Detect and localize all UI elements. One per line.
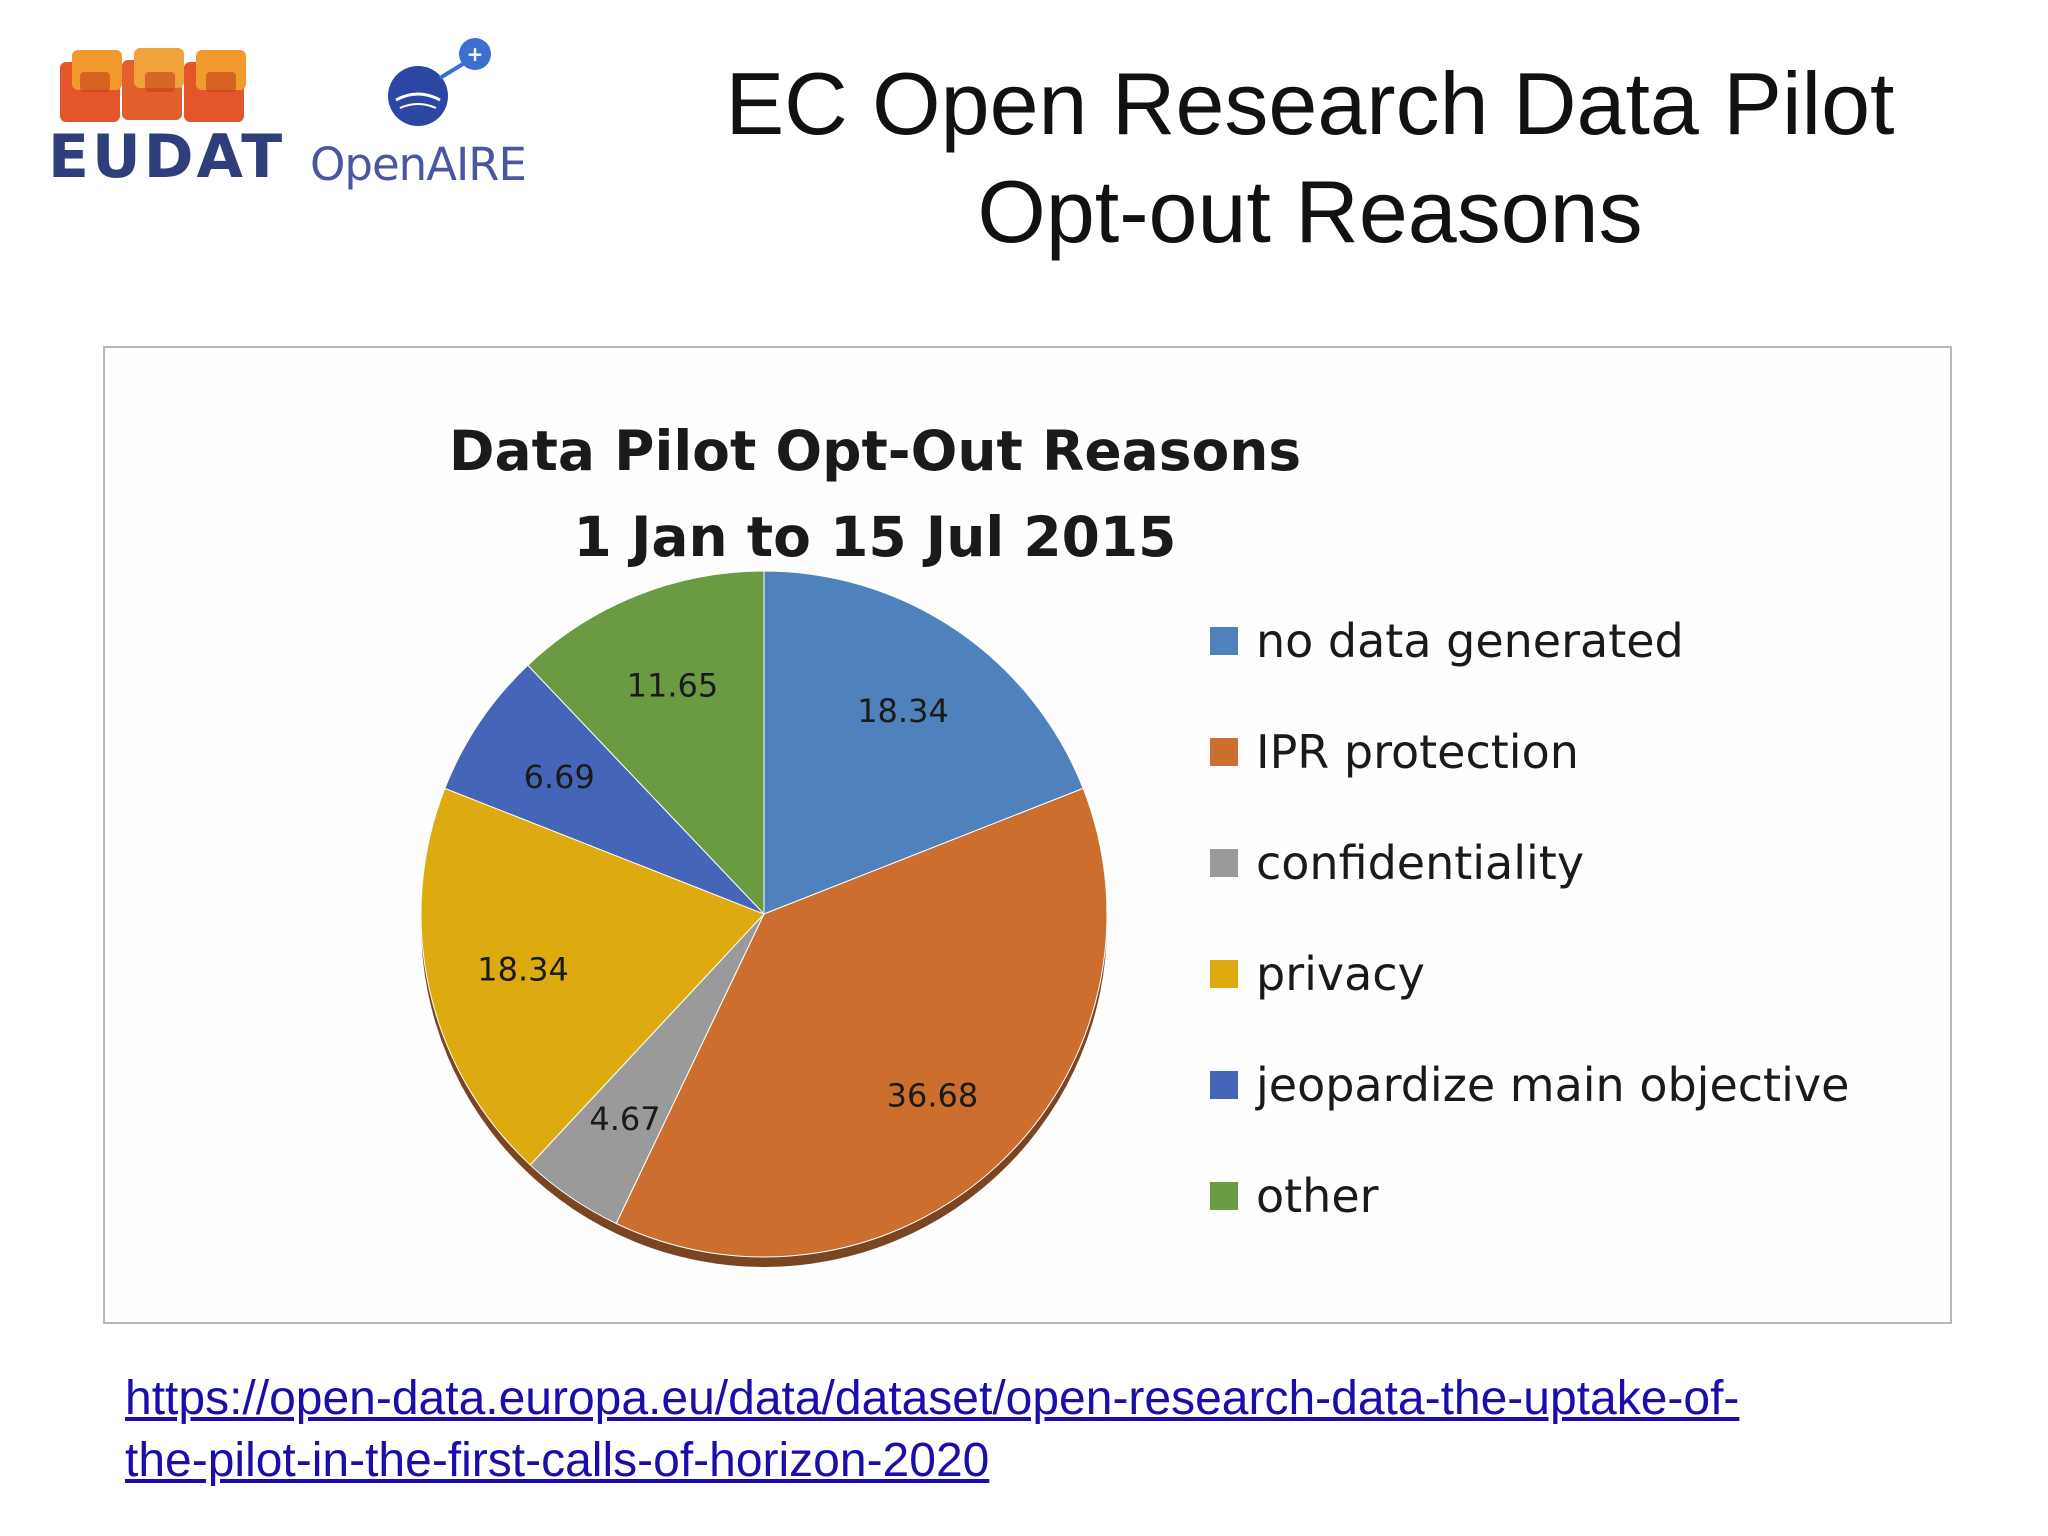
pie-slice-privacy — [420, 787, 765, 1166]
pie-data-label: 4.67 — [589, 1100, 660, 1138]
pie-data-label: 6.69 — [524, 758, 595, 796]
chart-frame: Data Pilot Opt-Out Reasons 1 Jan to 15 J… — [103, 346, 1952, 1324]
legend-label: no data generated — [1256, 614, 1684, 668]
pie-slice-jeopardize-main-objective — [444, 664, 765, 915]
legend-swatch — [1210, 960, 1238, 988]
legend-swatch — [1210, 849, 1238, 877]
source-link[interactable]: https://open-data.europa.eu/data/dataset… — [125, 1368, 1955, 1492]
pie-data-label: 36.68 — [887, 1077, 979, 1115]
chart-title-line2: 1 Jan to 15 Jul 2015 — [573, 505, 1177, 569]
pie-slice-ipr-protection — [615, 787, 1108, 1258]
legend-label: IPR protection — [1256, 725, 1579, 779]
pie-slice-no-data-generated — [763, 570, 1084, 915]
eudat-logo-text: EUDAT — [48, 122, 286, 192]
legend-label: other — [1256, 1169, 1379, 1223]
chart-title: Data Pilot Opt-Out Reasons 1 Jan to 15 J… — [405, 408, 1345, 580]
slide-title-line2: Opt-out Reasons — [977, 162, 1643, 261]
legend-label: confidentiality — [1256, 836, 1585, 890]
legend-swatch — [1210, 1071, 1238, 1099]
svg-text:+: + — [467, 42, 484, 66]
logo-area: + EUDAT OpenAIRE — [40, 30, 560, 200]
pie-data-label: 11.65 — [627, 667, 719, 705]
slide-title: EC Open Research Data Pilot Opt-out Reas… — [660, 50, 1960, 266]
pie-data-label: 18.34 — [857, 692, 949, 730]
legend-swatch — [1210, 627, 1238, 655]
source-link-line2: the-pilot-in-the-first-calls-of-horizon-… — [125, 1434, 990, 1487]
source-link-line1: https://open-data.europa.eu/data/dataset… — [125, 1372, 1740, 1425]
legend-label: jeopardize main objective — [1256, 1058, 1850, 1112]
chart-title-line1: Data Pilot Opt-Out Reasons — [448, 419, 1302, 483]
legend-label: privacy — [1256, 947, 1425, 1001]
pie-slice-other — [527, 570, 765, 916]
pie-chart: 18.34 36.68 4.67 18.34 6.69 11.65 — [420, 570, 1108, 1267]
openaire-logo-text: OpenAIRE — [310, 138, 527, 191]
legend-swatch — [1210, 738, 1238, 766]
openaire-logo-icon: + — [388, 38, 491, 126]
pie-data-label: 18.34 — [477, 951, 569, 989]
eudat-logo-icon: + — [60, 38, 491, 126]
legend-swatch — [1210, 1182, 1238, 1210]
slide-title-line1: EC Open Research Data Pilot — [725, 54, 1895, 153]
